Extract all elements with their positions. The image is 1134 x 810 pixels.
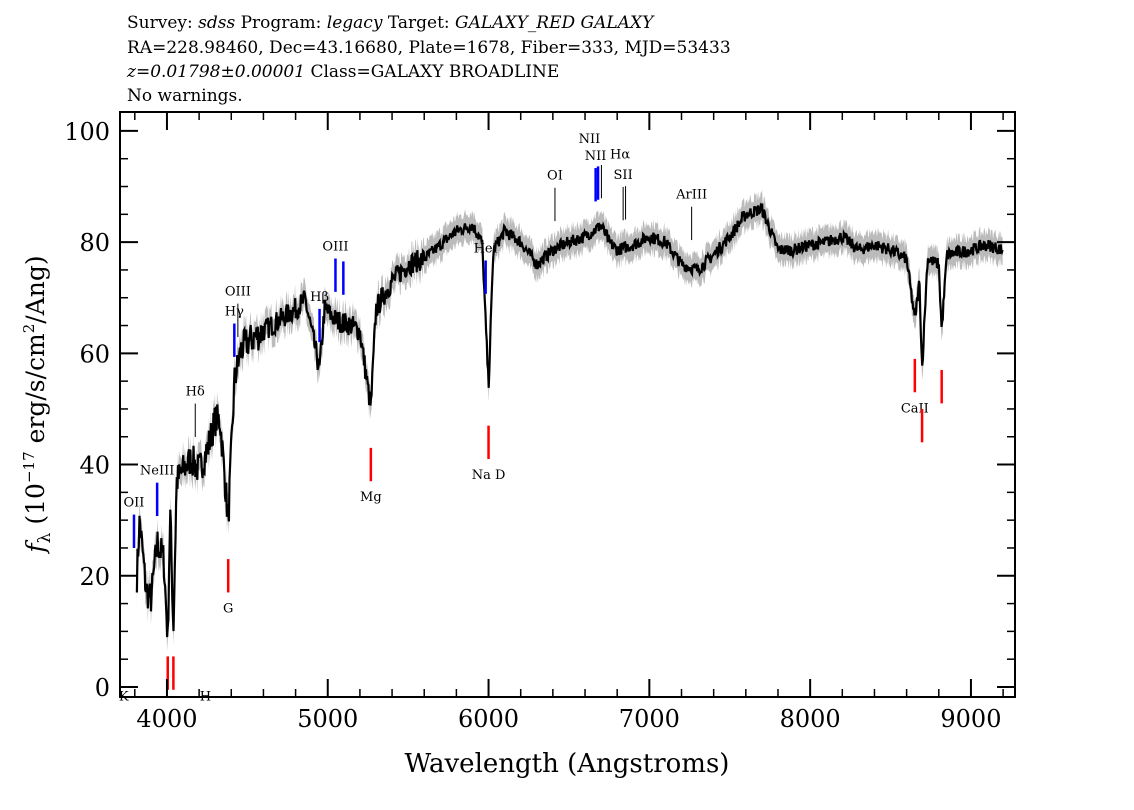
y-tick-label: 60	[79, 340, 110, 368]
line-label-21: CaII	[901, 401, 929, 416]
y-tick-label: 100	[64, 118, 110, 146]
class: Class=GALAXY BROADLINE	[310, 62, 560, 82]
line-label-1: NeIII	[140, 464, 174, 479]
survey-label: Survey:	[127, 13, 193, 33]
line-label-6: OIII	[322, 239, 348, 254]
line-label-20: Na D	[472, 468, 506, 483]
x-tick-label: 5000	[297, 705, 358, 733]
program-value: legacy	[326, 13, 383, 33]
line-label-0: OII	[124, 496, 145, 511]
y-axis-label: fλ (10−17 erg/s/cm2/Ang)	[20, 255, 55, 554]
line-label-19: Mg	[360, 490, 382, 505]
survey-value: sdss	[198, 13, 236, 33]
line-label-13: SII	[614, 168, 633, 183]
x-axis-label: Wavelength (Angstroms)	[405, 749, 730, 779]
x-tick-label: 7000	[619, 705, 680, 733]
header-line-2: RA=228.98460, Dec=43.16680, Plate=1678, …	[127, 38, 731, 58]
y-tick-label: 0	[95, 674, 110, 702]
header-line-3: z=0.01798±0.00001 Class=GALAXY BROADLINE	[127, 61, 559, 83]
program-label: Program:	[240, 13, 322, 33]
line-label-4: OIII	[225, 285, 251, 300]
target-label: Target:	[387, 13, 450, 33]
plot-frame	[119, 111, 1016, 698]
x-tick-label: 8000	[780, 705, 841, 733]
line-label-8: HeI	[474, 241, 498, 256]
x-tick-label: 6000	[458, 705, 519, 733]
line-label-10: NII	[585, 149, 607, 164]
y-tick-label: 20	[79, 563, 110, 591]
y-tick-label: 80	[79, 229, 110, 257]
line-label-2: Hδ	[186, 385, 205, 400]
line-label-5: Hβ	[310, 290, 329, 305]
line-label-18: G	[223, 601, 233, 616]
line-label-3: Hγ	[225, 305, 244, 320]
header-line-1: Survey: sdss Program: legacy Target: GAL…	[127, 12, 653, 34]
redshift: z=0.01798±0.00001	[127, 62, 306, 82]
line-label-11: Hα	[610, 147, 630, 162]
x-tick-label: 4000	[136, 705, 197, 733]
y-tick-label: 40	[79, 452, 110, 480]
spectrum-line	[135, 202, 1004, 638]
line-label-9: OI	[547, 169, 563, 184]
x-tick-label: 9000	[940, 705, 1001, 733]
line-label-12: NII	[579, 132, 601, 147]
target-value: GALAXY_RED GALAXY	[455, 13, 654, 33]
error-band	[136, 189, 1003, 651]
header-line-4: No warnings.	[127, 86, 243, 106]
line-label-15: ArIII	[675, 188, 707, 203]
